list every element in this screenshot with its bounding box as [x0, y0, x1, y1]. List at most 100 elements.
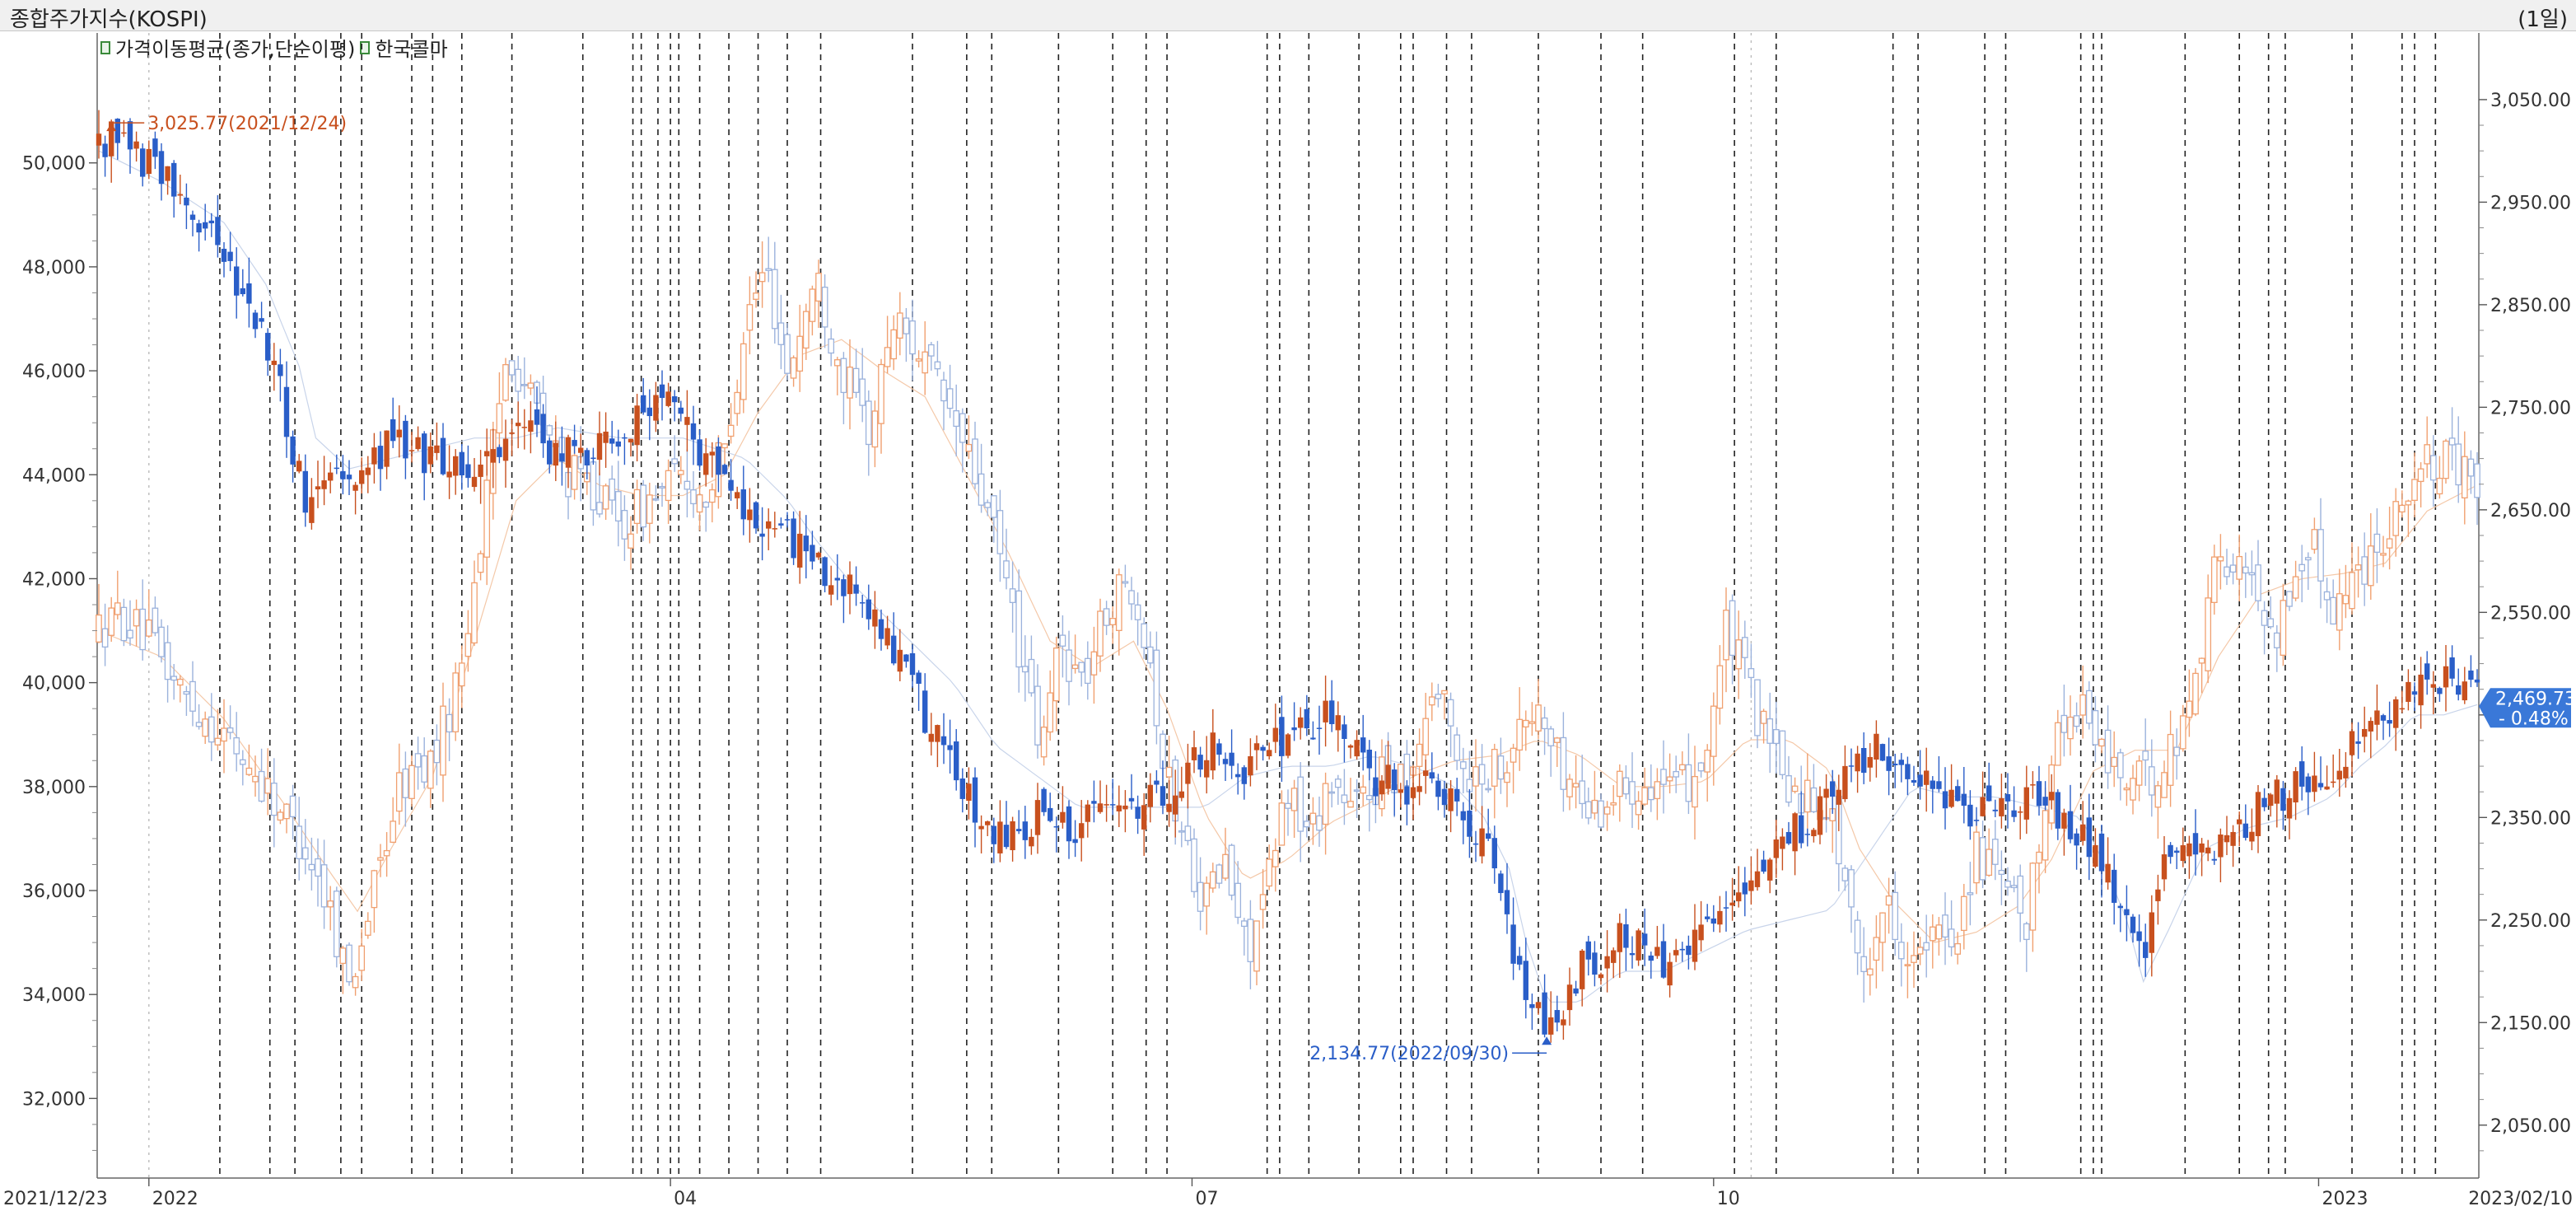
- kospi-candle-body: [828, 585, 834, 595]
- kolmar-candle-body: [1078, 662, 1085, 673]
- kospi-candle-body: [2349, 731, 2355, 755]
- right-tick-label: 2,650.00: [2490, 501, 2571, 521]
- kolmar-candle-body: [2417, 468, 2424, 483]
- kospi-candle-body: [778, 523, 784, 526]
- kolmar-candle-body: [1641, 787, 1649, 805]
- kolmar-candle-body: [1785, 775, 1792, 803]
- kospi-candle-body: [2293, 771, 2298, 803]
- kospi-candle-body: [2411, 691, 2418, 695]
- kolmar-candle-body: [633, 489, 641, 525]
- period-label[interactable]: (1일): [2518, 7, 2568, 32]
- high-annotation-label: 3,025.77(2021/12/24): [147, 114, 347, 134]
- compare-legend-icon[interactable]: [360, 40, 371, 54]
- kolmar-candle-body: [1960, 895, 1967, 932]
- kolmar-candle-body: [2154, 785, 2162, 808]
- kolmar-candle-body: [890, 329, 898, 360]
- current-value-badge[interactable]: 2,469.73 - 0.48%: [2479, 688, 2576, 729]
- kolmar-candle-body: [2248, 572, 2256, 576]
- kolmar-candle-body: [1234, 882, 1242, 919]
- kospi-candle-body: [2061, 812, 2067, 829]
- kolmar-candle-body: [1916, 947, 1924, 955]
- kospi-candle-body: [2161, 854, 2168, 880]
- kolmar-candle-body: [972, 438, 978, 484]
- kospi-candle-body: [716, 446, 721, 475]
- kospi-candle-body: [1173, 795, 1178, 815]
- kospi-candle-body: [1598, 974, 1604, 979]
- kolmar-candle-body: [1178, 830, 1185, 833]
- kospi-candle-body: [747, 509, 753, 521]
- kospi-candle-body: [1091, 801, 1097, 804]
- kolmar-candle-body: [1553, 737, 1561, 743]
- kolmar-candle-body: [984, 502, 992, 508]
- kospi-candle-body: [1467, 810, 1472, 837]
- kolmar-candle-body: [189, 680, 196, 712]
- kolmar-candle-body: [502, 363, 509, 401]
- kolmar-candle-body: [990, 495, 997, 518]
- kolmar-candle-body: [1748, 668, 1755, 679]
- kolmar-candle-body: [2116, 752, 2124, 778]
- kolmar-candle-body: [1791, 785, 1799, 793]
- kospi-candle-body: [1585, 941, 1591, 960]
- kospi-candle-body: [1617, 923, 1622, 952]
- kospi-candle-body: [634, 405, 640, 446]
- kospi-candle-body: [590, 457, 596, 460]
- kolmar-candle-body: [1810, 787, 1818, 812]
- kospi-candle-body: [1773, 839, 1779, 858]
- kospi-candle-body: [1010, 821, 1015, 850]
- kospi-candle-body: [1604, 956, 1610, 969]
- kospi-candle-body: [1642, 933, 1648, 946]
- kolmar-candle-body: [1986, 849, 1993, 877]
- kolmar-candle-body: [408, 764, 415, 799]
- kospi-candle-body: [2080, 824, 2086, 841]
- kolmar-candle-body: [2273, 632, 2280, 648]
- kospi-candle-body: [1110, 804, 1116, 806]
- kolmar-candle-body: [784, 334, 791, 374]
- kolmar-candle-body: [2148, 766, 2155, 796]
- kolmar-candle-body: [101, 628, 109, 648]
- kolmar-candle-body: [708, 489, 716, 503]
- kolmar-candle-body: [2298, 563, 2306, 572]
- left-tick-label: 40,000: [22, 674, 86, 694]
- kolmar-candle-body: [1347, 801, 1354, 808]
- right-tick-label: 2,750.00: [2490, 398, 2571, 418]
- kospi-candle-body: [991, 825, 996, 844]
- kospi-candle-body: [1748, 880, 1754, 891]
- kolmar-candle-body: [2173, 746, 2181, 756]
- kospi-candle-body: [1354, 740, 1360, 757]
- kolmar-candle-body: [740, 343, 747, 400]
- kolmar-candle-body: [1860, 956, 1868, 973]
- kospi-candle-body: [966, 783, 972, 802]
- kospi-candle-body: [234, 266, 240, 296]
- kolmar-candle-body: [1704, 750, 1711, 773]
- kolmar-candle-body: [2392, 501, 2400, 536]
- kolmar-candle-body: [790, 357, 797, 379]
- kospi-candle-body: [1016, 829, 1022, 832]
- kospi-candle-body: [1886, 756, 1892, 771]
- kolmar-candle-body: [1760, 710, 1767, 724]
- kospi-candle-body: [1216, 743, 1222, 755]
- kospi-candle-body: [1930, 780, 1935, 789]
- kolmar-candle-body: [927, 344, 935, 357]
- kospi-candle-body: [1410, 787, 1416, 798]
- kospi-candle-body: [427, 446, 433, 465]
- kolmar-candle-body: [1547, 728, 1555, 746]
- kospi-candle-body: [1147, 784, 1153, 807]
- kolmar-candle-body: [1128, 590, 1135, 605]
- ma-legend-icon[interactable]: [100, 40, 110, 54]
- kolmar-candle-body: [852, 367, 860, 393]
- kospi-candle-body: [1029, 836, 1034, 847]
- kolmar-candle-body: [2210, 556, 2218, 604]
- kolmar-candle-body: [878, 363, 884, 424]
- kolmar-candle-body: [1028, 658, 1035, 694]
- kolmar-candle-body: [978, 473, 985, 506]
- kolmar-candle-body: [1447, 699, 1454, 727]
- kospi-candle-body: [721, 465, 728, 475]
- kolmar-candle-body: [1435, 694, 1442, 699]
- kolmar-candle-body: [2098, 738, 2105, 747]
- legend-ma-label[interactable]: 가격이동평균(종가,단순이평): [115, 38, 356, 61]
- kolmar-candle-body: [2085, 690, 2093, 724]
- kolmar-candle-body: [1191, 838, 1197, 892]
- kolmar-candle-body: [1610, 802, 1617, 806]
- kospi-candle-body: [1785, 831, 1792, 844]
